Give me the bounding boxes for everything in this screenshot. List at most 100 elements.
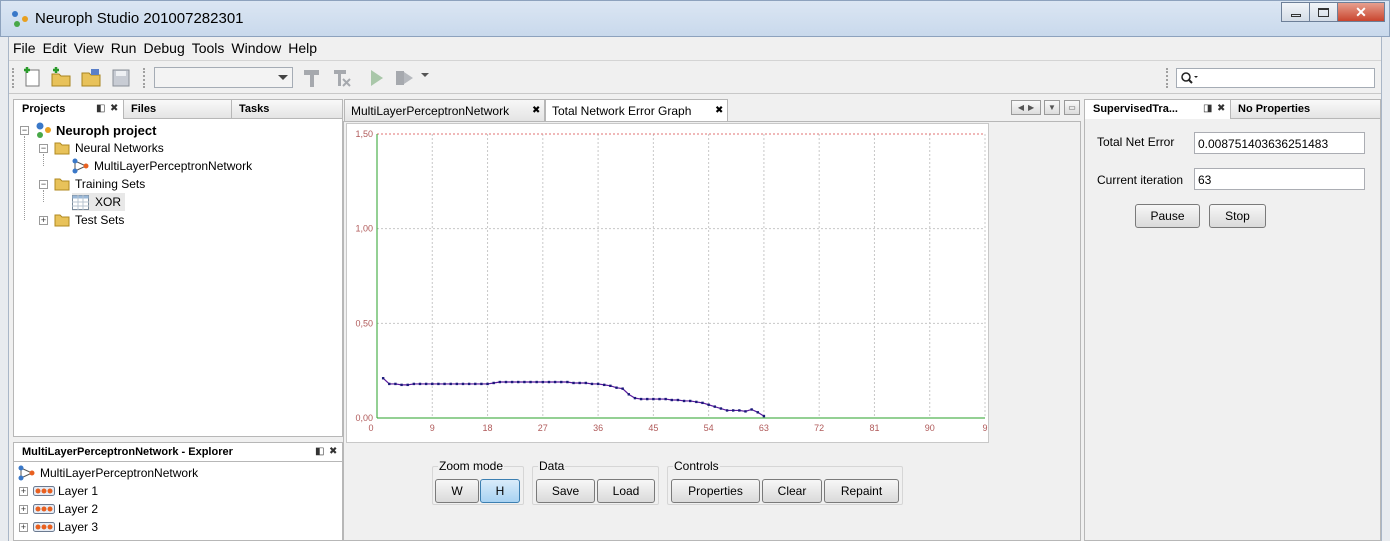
error-data-point	[560, 380, 563, 384]
close-icon[interactable]: ✖	[1217, 103, 1226, 114]
editor-tabstrip: MultiLayerPerceptronNetwork ✖ Total Netw…	[344, 99, 1078, 122]
tab-scroll-buttons[interactable]: ◀ ▶	[1011, 100, 1041, 115]
debug-dropdown-icon[interactable]	[421, 73, 429, 77]
title-bar: Neuroph Studio 201007282301 ✕	[0, 0, 1390, 37]
expand-toggle[interactable]: +	[19, 522, 28, 532]
expand-toggle[interactable]: +	[19, 486, 28, 496]
new-project-icon[interactable]	[50, 67, 72, 89]
window-title: Neuroph Studio 201007282301	[35, 10, 244, 27]
error-data-point	[381, 377, 385, 380]
close-icon[interactable]: ✖	[715, 105, 724, 116]
tree-guide	[43, 154, 44, 166]
tree-item-test-sets[interactable]: Test Sets	[54, 211, 124, 229]
collapse-toggle[interactable]: −	[39, 179, 48, 189]
close-button[interactable]: ✕	[1337, 2, 1385, 22]
save-all-icon[interactable]	[110, 67, 132, 89]
data-label: Data	[539, 459, 565, 473]
stop-button[interactable]: Stop	[1209, 204, 1266, 228]
menu-debug[interactable]: Debug	[143, 40, 185, 56]
maximize-button[interactable]	[1309, 2, 1338, 22]
tab-files[interactable]: Files	[125, 100, 232, 119]
repaint-button[interactable]: Repaint	[824, 479, 899, 503]
training-tabstrip: SupervisedTra... ◨ ✖ No Properties	[1085, 100, 1380, 119]
tab-tasks[interactable]: Tasks	[239, 103, 270, 115]
menu-bar: File Edit View Run Debug Tools Window He…	[9, 37, 1381, 59]
menu-edit[interactable]: Edit	[42, 40, 67, 56]
close-icon[interactable]: ✖	[329, 446, 338, 457]
toolbar-grip[interactable]	[143, 68, 146, 88]
tree-item-training-sets[interactable]: Training Sets	[54, 175, 145, 193]
error-data-point	[510, 380, 514, 384]
explorer-panel: MultiLayerPerceptronNetwork - Explorer ◧…	[13, 442, 343, 541]
debug-icon[interactable]	[393, 67, 415, 89]
new-file-icon[interactable]	[21, 67, 43, 89]
load-button[interactable]: Load	[597, 479, 655, 503]
error-data-point	[572, 381, 575, 385]
close-icon[interactable]: ✖	[110, 103, 119, 114]
menu-help[interactable]: Help	[288, 40, 318, 56]
x-tick-label: 0	[368, 423, 373, 433]
toolbar-grip[interactable]	[1166, 68, 1169, 88]
search-input[interactable]	[1176, 68, 1375, 88]
error-data-point	[461, 382, 465, 386]
tree-item-project[interactable]: Neuroph project	[34, 121, 156, 139]
maximize-editor-button[interactable]: ▭	[1064, 100, 1080, 115]
error-data-point	[676, 398, 680, 402]
expand-toggle[interactable]: +	[39, 215, 48, 225]
close-icon[interactable]: ✖	[532, 105, 541, 116]
clear-button[interactable]: Clear	[762, 479, 822, 503]
scroll-left-icon[interactable]: ◀	[1017, 103, 1024, 112]
explorer-layer[interactable]: Layer 2	[33, 500, 98, 518]
tab-no-properties[interactable]: No Properties	[1238, 103, 1311, 115]
configuration-combo[interactable]	[154, 67, 293, 88]
zoom-w-button[interactable]: W	[435, 479, 479, 503]
current-iteration-label: Current iteration	[1097, 173, 1184, 187]
run-icon[interactable]	[365, 67, 387, 89]
menu-tools[interactable]: Tools	[191, 40, 225, 56]
minimize-window-icon[interactable]: ◧	[315, 446, 325, 457]
zoom-h-button[interactable]: H	[480, 479, 520, 503]
tree-item-network[interactable]: MultiLayerPerceptronNetwork	[72, 157, 252, 175]
menu-view[interactable]: View	[73, 40, 104, 56]
error-data-point	[474, 382, 477, 386]
tree-item-xor[interactable]: XOR	[72, 193, 126, 211]
current-iteration-field[interactable]: 63	[1194, 168, 1365, 190]
x-tick-label: 54	[704, 423, 714, 433]
tab-error-graph[interactable]: Total Network Error Graph ✖	[545, 99, 728, 122]
build-hammer-icon[interactable]	[301, 67, 323, 89]
scroll-right-icon[interactable]: ▶	[1028, 103, 1035, 112]
folder-icon	[54, 178, 70, 191]
tab-projects[interactable]: Projects ◧ ✖	[14, 100, 124, 119]
explorer-layer[interactable]: Layer 1	[33, 482, 98, 500]
minimize-window-icon[interactable]: ◧	[96, 103, 106, 114]
x-tick-label: 18	[483, 423, 493, 433]
save-button[interactable]: Save	[536, 479, 595, 503]
open-project-icon[interactable]	[80, 67, 102, 89]
folder-icon	[54, 142, 70, 155]
tab-list-button[interactable]: ▼	[1044, 100, 1060, 115]
clean-build-icon[interactable]	[331, 67, 353, 89]
properties-button[interactable]: Properties	[671, 479, 760, 503]
expand-toggle[interactable]: +	[19, 504, 28, 514]
error-data-point	[449, 382, 452, 386]
total-net-error-field[interactable]: 0.008751403636251483	[1194, 132, 1365, 154]
collapse-toggle[interactable]: −	[20, 125, 29, 135]
error-data-point	[744, 410, 747, 413]
menu-window[interactable]: Window	[231, 40, 282, 56]
pause-button[interactable]: Pause	[1135, 204, 1200, 228]
tab-network-editor[interactable]: MultiLayerPerceptronNetwork ✖	[344, 99, 545, 121]
explorer-root[interactable]: MultiLayerPerceptronNetwork	[18, 464, 198, 482]
menu-file[interactable]: File	[13, 40, 36, 56]
tab-supervised-training[interactable]: SupervisedTra... ◨ ✖	[1085, 100, 1231, 119]
minimize-window-icon[interactable]: ◨	[1203, 103, 1213, 114]
projects-tabstrip: Projects ◧ ✖ Files Tasks	[14, 100, 342, 119]
menu-run[interactable]: Run	[110, 40, 137, 56]
error-data-point	[578, 381, 581, 385]
explorer-layer[interactable]: Layer 3	[33, 518, 98, 536]
minimize-button[interactable]	[1281, 2, 1310, 22]
toolbar-grip[interactable]	[12, 68, 15, 88]
y-tick-label: 1,50	[355, 129, 373, 139]
collapse-toggle[interactable]: −	[39, 143, 48, 153]
tree-item-neural-networks[interactable]: Neural Networks	[54, 139, 164, 157]
error-data-point	[762, 414, 766, 418]
